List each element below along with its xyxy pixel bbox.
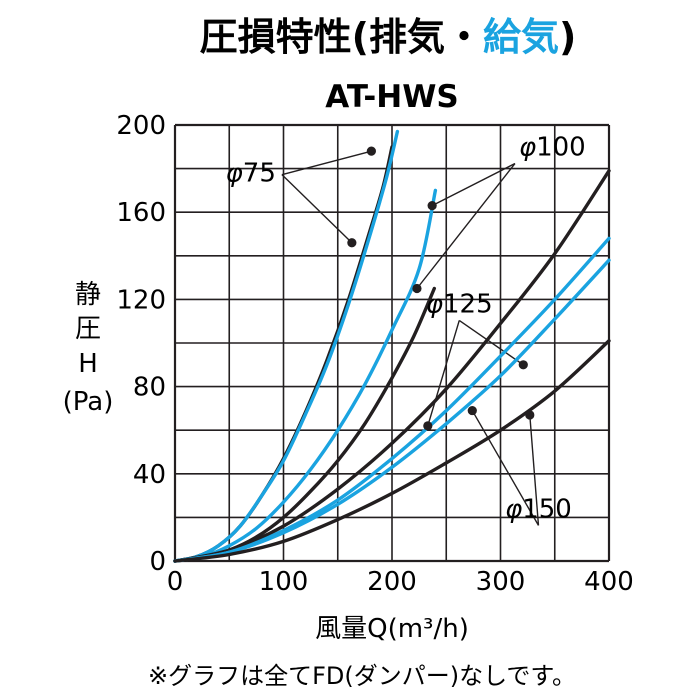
chart-title: 圧損特性(排気・給気) [200,15,577,59]
x-tick-label: 100 [259,567,309,597]
leader-line [471,410,540,526]
series-line-supply [173,188,438,563]
leader-line [529,414,540,526]
y-tick-label: 0 [149,547,166,577]
chart-title-highlight: 給気 [483,15,559,59]
y-tick-label: 200 [116,111,166,141]
series-line-supply [173,258,611,563]
series-marker [412,283,422,294]
y-tick-label: 80 [133,373,166,403]
annotation-leaders [281,150,540,526]
annotation-labels: φ75 φ100 φ125 φ150 [226,133,586,525]
x-tick-label: 0 [167,567,184,597]
chart-title-suffix: ) [559,15,576,59]
series-label: φ75 [226,159,276,189]
y-axis-title-line-4: (Pa) [63,387,114,417]
leader-line [427,320,460,427]
series-line-supply [173,129,400,563]
x-tick-label: 400 [584,567,634,597]
x-axis-title: 風量Q(m³/h) [315,614,469,644]
y-axis-title: 静 圧 H (Pa) [63,280,114,417]
chart-subtitle: AT-HWS [325,79,459,115]
y-axis-ticks: 0 40 80 120 160 200 [116,111,166,577]
series-label: φ125 [426,289,493,319]
y-tick-label: 160 [116,198,166,228]
series-line-exhaust [173,339,611,563]
y-axis-title-line-2: 圧 [75,314,101,344]
leader-line [281,150,372,176]
x-axis-ticks: 0 100 200 300 400 [167,567,634,597]
series-label: φ150 [505,494,572,524]
series-marker [347,238,357,248]
series-lines [173,129,611,563]
series-marker [518,360,528,370]
x-tick-label: 200 [367,567,417,597]
y-axis-title-line-1: 静 [75,280,101,310]
series-marker [366,146,376,156]
leader-line [458,319,524,366]
leader-line [431,162,516,207]
series-label: φ100 [519,133,586,163]
series-line-exhaust [173,169,611,563]
leader-line [281,174,353,244]
series-markers [347,146,535,431]
y-tick-label: 40 [133,460,166,490]
x-tick-label: 300 [476,567,526,597]
series-marker [423,421,433,431]
leader-line [416,163,516,289]
series-marker [427,201,437,211]
y-tick-label: 120 [116,285,166,315]
series-marker [525,410,535,420]
footnote: ※グラフは全てFD(ダンパー)なしです。 [148,662,576,690]
y-axis-title-line-3: H [78,349,98,379]
chart-title-prefix: 圧損特性(排気・ [200,15,483,59]
series-marker [467,405,477,416]
